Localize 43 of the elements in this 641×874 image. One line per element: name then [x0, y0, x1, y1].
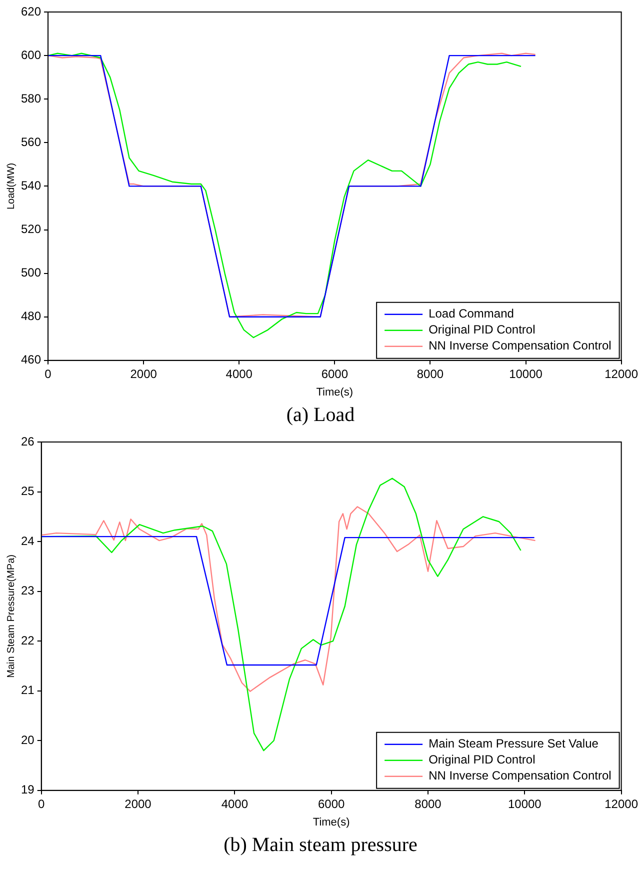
y-tick-label: 19	[20, 782, 35, 797]
text: (a) Load	[285, 403, 356, 428]
x-tick-label: 8000	[416, 366, 444, 381]
legend-label: Main Steam Pressure Set Value	[428, 736, 599, 751]
y-axis-title: Load(MW)	[6, 162, 17, 210]
y-tick-label: 21	[20, 683, 35, 698]
x-tick-label: 2000	[124, 796, 152, 811]
y-tick-label: 25	[20, 484, 35, 498]
y-tick-label: 460	[20, 352, 42, 367]
x-tick-label: 12000	[604, 796, 638, 811]
y-tick-label: 500	[20, 266, 42, 280]
legend-label: NN Inverse Compensation Control	[428, 768, 612, 783]
legend-label: Load Command	[428, 306, 514, 321]
legend-label: NN Inverse Compensation Control	[428, 338, 612, 353]
x-tick-label: 2000	[130, 366, 158, 381]
x-axis-title: Time(s)	[312, 816, 350, 828]
x-tick-label: 6000	[318, 796, 345, 811]
y-tick-label: 20	[20, 732, 35, 747]
x-axis-title: Time(s)	[316, 386, 354, 398]
x-tick-label: 8000	[414, 796, 442, 811]
y-tick-label: 22	[20, 633, 35, 648]
y-tick-label: 560	[20, 134, 42, 149]
y-tick-label: 520	[20, 222, 42, 236]
x-tick-label: 0	[38, 796, 46, 811]
x-tick-label: 4000	[226, 366, 253, 381]
y-tick-label: 480	[20, 309, 42, 324]
y-tick-label: 600	[20, 48, 42, 62]
legend-label: Original PID Control	[428, 322, 536, 337]
y-tick-label: 26	[20, 434, 35, 448]
y-axis-title: Main Steam Pressure(MPa)	[6, 554, 17, 678]
x-tick-label: 10000	[509, 366, 543, 381]
y-tick-label: 23	[20, 584, 35, 598]
y-tick-label: 620	[20, 4, 42, 18]
y-tick-label: 580	[20, 91, 42, 106]
x-tick-label: 10000	[508, 796, 542, 811]
y-tick-label: 24	[20, 534, 35, 548]
x-tick-label: 6000	[321, 366, 348, 381]
y-tick-label: 540	[20, 178, 42, 193]
x-tick-label: 0	[44, 366, 52, 381]
text: (b) Main steam pressure	[222, 833, 418, 858]
x-tick-label: 4000	[221, 796, 248, 811]
legend-label: Original PID Control	[428, 752, 536, 767]
x-tick-label: 12000	[604, 366, 638, 381]
